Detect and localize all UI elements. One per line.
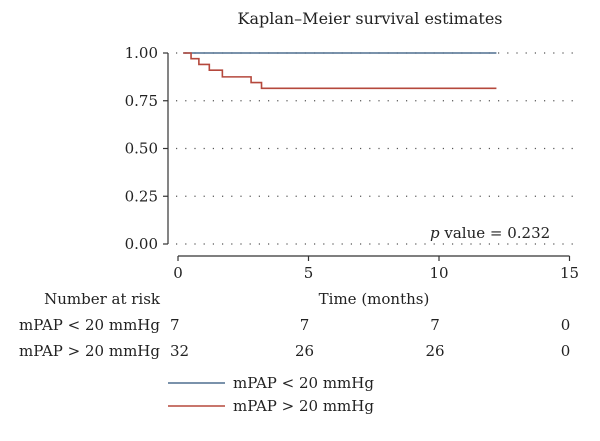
risk-count: 7 [300, 316, 310, 334]
y-tick-label: 0.50 [125, 140, 158, 158]
risk-count: 0 [561, 316, 571, 334]
legend: mPAP < 20 mmHg mPAP > 20 mmHg [168, 374, 374, 415]
legend-label: mPAP < 20 mmHg [233, 374, 374, 392]
y-tick-label: 1.00 [125, 44, 158, 62]
p-value-symbol: p [430, 224, 440, 242]
x-axis-label: Time (months) [319, 290, 430, 308]
y-tick-label: 0.25 [125, 187, 158, 205]
chart-title: Kaplan–Meier survival estimates [237, 9, 502, 28]
risk-count: 0 [561, 342, 571, 360]
risk-count: 26 [295, 342, 314, 360]
x-tick-label: 10 [429, 264, 448, 282]
risk-count: 7 [430, 316, 440, 334]
legend-label: mPAP > 20 mmHg [233, 397, 374, 415]
grid-lines [176, 52, 580, 245]
risk-count: 32 [170, 342, 189, 360]
x-tick-label: 0 [173, 264, 183, 282]
survival-curves [183, 52, 497, 90]
risk-row-label: mPAP < 20 mmHg [19, 316, 160, 334]
risk-row-label: mPAP > 20 mmHg [19, 342, 160, 360]
risk-count: 7 [170, 316, 180, 334]
y-tick-label: 0.75 [125, 92, 158, 110]
x-tick-label: 15 [560, 264, 579, 282]
p-value-text: value = 0.232 [440, 224, 551, 242]
risk-table-header: Number at risk [44, 290, 161, 308]
survival-curve-2 [183, 52, 497, 90]
risk-table: mPAP < 20 mmHg 7 7 7 0 mPAP > 20 mmHg 32 26 26 0 [19, 316, 570, 360]
x-tick-label: 5 [304, 264, 314, 282]
axes: 0.00 0.25 0.50 0.75 1.00 0 5 10 15 [125, 44, 579, 282]
risk-count: 26 [425, 342, 444, 360]
p-value-annotation: p value = 0.232 [430, 224, 550, 242]
y-tick-label: 0.00 [125, 235, 158, 253]
